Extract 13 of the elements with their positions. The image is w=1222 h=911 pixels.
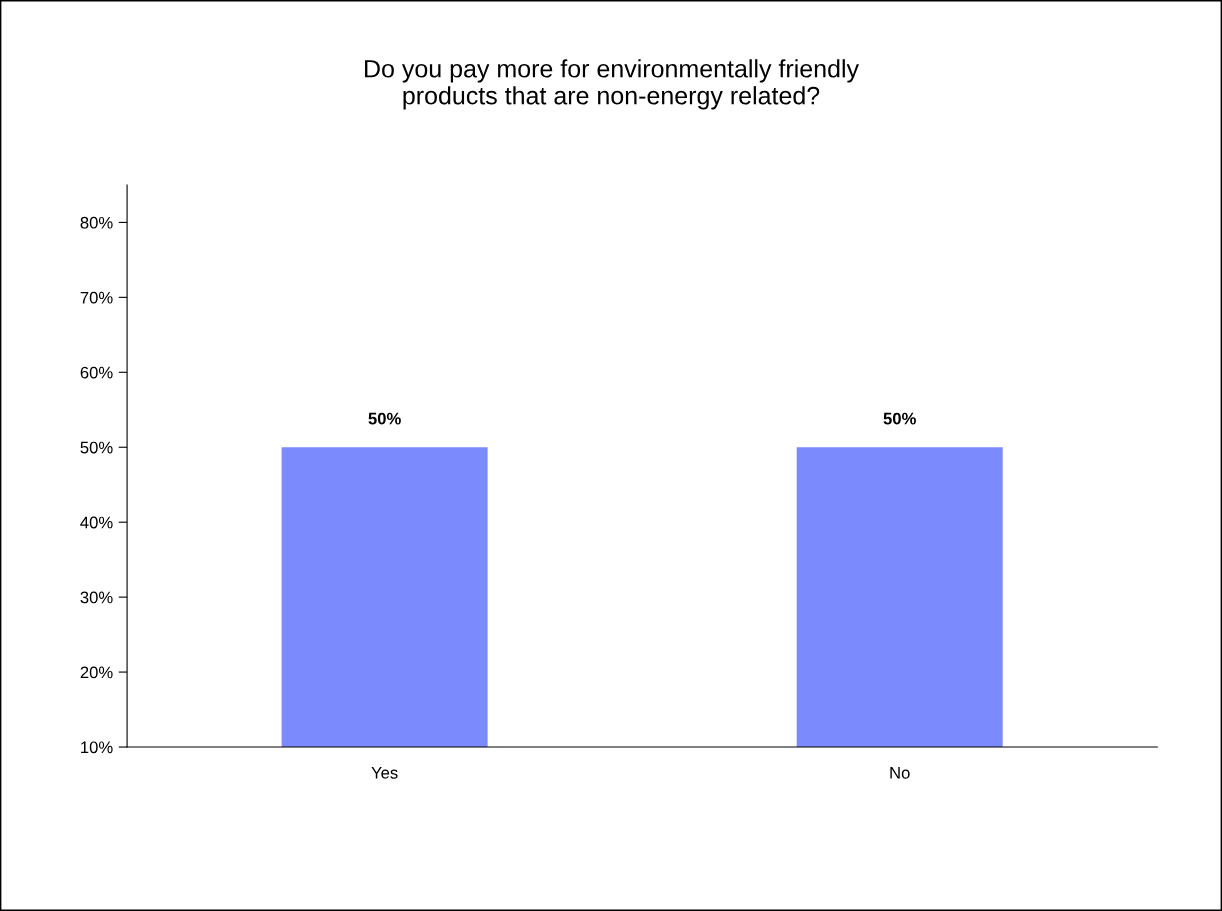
y-tick-label: 70% — [80, 291, 113, 304]
y-tick-label: 50% — [80, 441, 113, 454]
y-tick-label: 20% — [80, 666, 113, 679]
chart-title: Do you pay more for environmentally friendly products that are non-energy related? — [365, 59, 859, 110]
data-label: 50% — [883, 412, 916, 425]
y-tick-label: 80% — [80, 216, 113, 229]
y-tick-label: 10% — [81, 741, 113, 754]
y-tick-label: 30% — [80, 591, 113, 604]
x-tick-label: Yes — [371, 767, 398, 779]
y-tick-label: 40% — [80, 516, 113, 529]
y-tick-label: 60% — [80, 366, 113, 379]
x-tick-label: No — [890, 767, 910, 779]
data-label: 50% — [368, 412, 401, 425]
